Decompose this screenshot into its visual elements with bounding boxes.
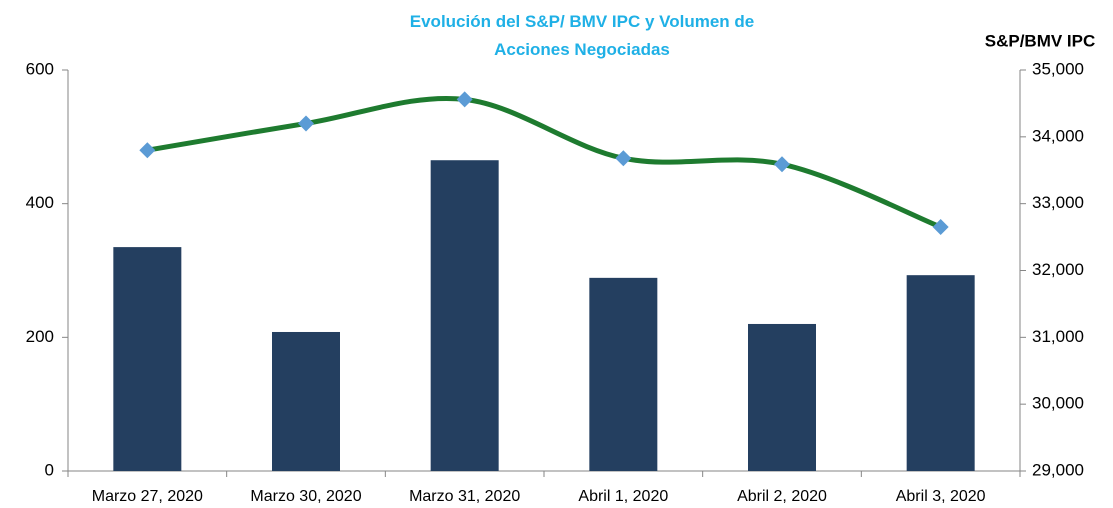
y2-axis-title: S&P/BMV IPC (985, 31, 1096, 50)
line-marker (139, 142, 156, 159)
x-tick-label: Abril 3, 2020 (896, 488, 986, 505)
y2-tick-label: 31,000 (1032, 327, 1084, 346)
bar (272, 331, 340, 471)
y-tick-label: 0 (45, 460, 54, 479)
line (146, 96, 942, 230)
bar (113, 247, 182, 471)
y-tick-label: 200 (26, 327, 54, 346)
bar (906, 275, 975, 471)
line-marker (774, 156, 790, 173)
line-marker (615, 150, 632, 167)
y2-tick-label: 33,000 (1032, 193, 1084, 212)
bar (430, 160, 499, 471)
y2-tick-label: 35,000 (1032, 59, 1084, 78)
y-tick-label: 400 (26, 193, 54, 212)
chart-title: Evolución del S&P/ BMV IPC y Volumen de … (409, 12, 755, 59)
y2-tick-label: 30,000 (1032, 394, 1084, 413)
x-tick-label: Marzo 31, 2020 (409, 488, 520, 505)
y2-tick-label: 32,000 (1032, 260, 1084, 279)
line-marker (298, 115, 314, 132)
x-tick-label: Marzo 27, 2020 (92, 488, 203, 505)
line-marker (456, 91, 473, 108)
y-tick-label: 600 (26, 59, 54, 78)
line-marker (932, 219, 949, 236)
x-tick-label: Abril 2, 2020 (737, 488, 827, 505)
bar (589, 277, 658, 471)
y2-tick-label: 34,000 (1032, 126, 1084, 145)
y2-tick-label: 29,000 (1032, 460, 1084, 479)
x-tick-label: Abril 1, 2020 (578, 488, 668, 505)
x-tick-label: Marzo 30, 2020 (250, 488, 361, 505)
bar (748, 323, 816, 471)
